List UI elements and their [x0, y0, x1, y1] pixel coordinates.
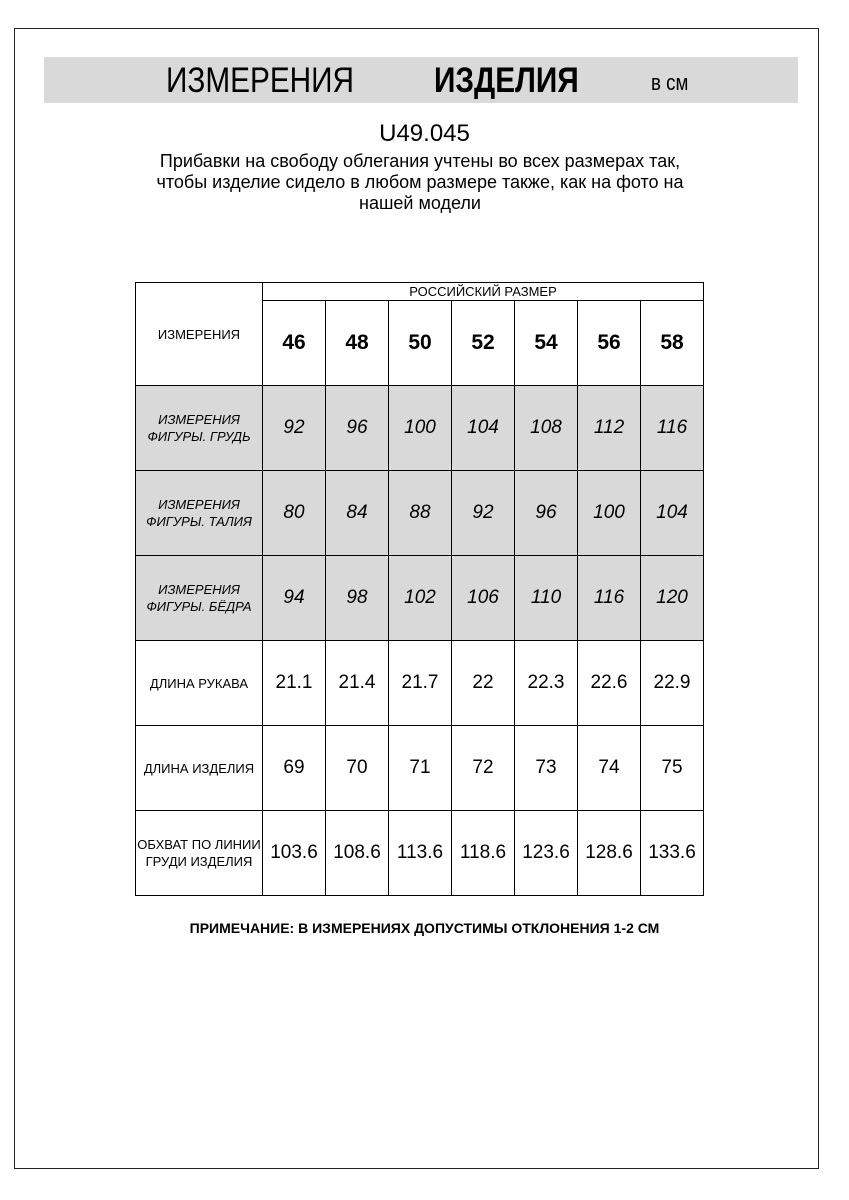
- table-row: ИЗМЕРЕНИЯ ФИГУРЫ. БЁДРА 94 98 102 106 110 116 1…: [135, 555, 704, 641]
- value-cell: 112: [577, 385, 641, 471]
- title-part2: ИЗДЕЛИЯ: [434, 61, 579, 100]
- value-cell: 100: [577, 470, 641, 556]
- page-border: [14, 28, 819, 1169]
- corner-header: ИЗМЕРЕНИЯ: [135, 282, 263, 386]
- table-row: ИЗМЕРЕНИЯ ФИГУРЫ. ГРУДЬ 92 96 100 104 108 112 1…: [135, 385, 704, 471]
- value-cell: 133.6: [640, 810, 704, 896]
- value-cell: 22.6: [577, 640, 641, 726]
- value-cell: 113.6: [388, 810, 452, 896]
- description: Прибавки на свободу облегания учтены во …: [156, 151, 684, 213]
- value-cell: 123.6: [514, 810, 578, 896]
- value-cell: 96: [325, 385, 389, 471]
- value-cell: 74: [577, 725, 641, 811]
- value-cell: 120: [640, 555, 704, 641]
- value-cell: 22.9: [640, 640, 704, 726]
- value-cell: 108.6: [325, 810, 389, 896]
- title-unit: в см: [651, 70, 689, 95]
- value-cell: 22: [451, 640, 515, 726]
- size-header: 58: [640, 300, 704, 386]
- value-cell: 118.6: [451, 810, 515, 896]
- value-cell: 21.1: [262, 640, 326, 726]
- row-label: ИЗМЕРЕНИЯ ФИГУРЫ. БЁДРА: [135, 555, 263, 641]
- value-cell: 104: [640, 470, 704, 556]
- value-cell: 22.3: [514, 640, 578, 726]
- article-code: U49.045: [379, 120, 470, 147]
- value-cell: 96: [514, 470, 578, 556]
- value-cell: 71: [388, 725, 452, 811]
- value-cell: 128.6: [577, 810, 641, 896]
- value-cell: 94: [262, 555, 326, 641]
- value-cell: 108: [514, 385, 578, 471]
- group-header: РОССИЙСКИЙ РАЗМЕР: [262, 282, 704, 301]
- row-label: ДЛИНА РУКАВА: [135, 640, 263, 726]
- value-cell: 73: [514, 725, 578, 811]
- row-label: ИЗМЕРЕНИЯ ФИГУРЫ. ТАЛИЯ: [135, 470, 263, 556]
- row-label: ДЛИНА ИЗДЕЛИЯ: [135, 725, 263, 811]
- value-cell: 88: [388, 470, 452, 556]
- value-cell: 92: [451, 470, 515, 556]
- size-header: 48: [325, 300, 389, 386]
- value-cell: 84: [325, 470, 389, 556]
- value-cell: 100: [388, 385, 452, 471]
- value-cell: 116: [640, 385, 704, 471]
- size-header: 56: [577, 300, 641, 386]
- value-cell: 103.6: [262, 810, 326, 896]
- size-header: 52: [451, 300, 515, 386]
- table-row: ОБХВАТ ПО ЛИНИИ ГРУДИ ИЗДЕЛИЯ 103.6 108.6 1…: [135, 810, 704, 896]
- row-label: ИЗМЕРЕНИЯ ФИГУРЫ. ГРУДЬ: [135, 385, 263, 471]
- table-row: ДЛИНА ИЗДЕЛИЯ 69 70 71 72 73 74 75: [135, 725, 704, 811]
- value-cell: 98: [325, 555, 389, 641]
- value-cell: 70: [325, 725, 389, 811]
- value-cell: 106: [451, 555, 515, 641]
- size-header: 46: [262, 300, 326, 386]
- row-label: ОБХВАТ ПО ЛИНИИ ГРУДИ ИЗДЕЛИЯ: [135, 810, 263, 896]
- title-part1: ИЗМЕРЕНИЯ: [166, 61, 355, 100]
- value-cell: 92: [262, 385, 326, 471]
- size-table: ИЗМЕРЕНИЯ РОССИЙСКИЙ РАЗМЕР 46 48 50 52 54 56…: [135, 282, 704, 896]
- title-banner: ИЗМЕРЕНИЯ ИЗДЕЛИЯ в см: [44, 57, 798, 103]
- table-row: ДЛИНА РУКАВА 21.1 21.4 21.7 22 22.3 22.6 22.9: [135, 640, 704, 726]
- value-cell: 72: [451, 725, 515, 811]
- size-header: 54: [514, 300, 578, 386]
- value-cell: 21.4: [325, 640, 389, 726]
- value-cell: 21.7: [388, 640, 452, 726]
- size-header: 50: [388, 300, 452, 386]
- note: ПРИМЕЧАНИЕ: В ИЗМЕРЕНИЯХ ДОПУСТИМЫ ОТКЛО…: [189, 920, 660, 936]
- value-cell: 69: [262, 725, 326, 811]
- value-cell: 116: [577, 555, 641, 641]
- table-row: ИЗМЕРЕНИЯ ФИГУРЫ. ТАЛИЯ 80 84 88 92 96 100 104: [135, 470, 704, 556]
- value-cell: 75: [640, 725, 704, 811]
- value-cell: 110: [514, 555, 578, 641]
- value-cell: 80: [262, 470, 326, 556]
- value-cell: 104: [451, 385, 515, 471]
- value-cell: 102: [388, 555, 452, 641]
